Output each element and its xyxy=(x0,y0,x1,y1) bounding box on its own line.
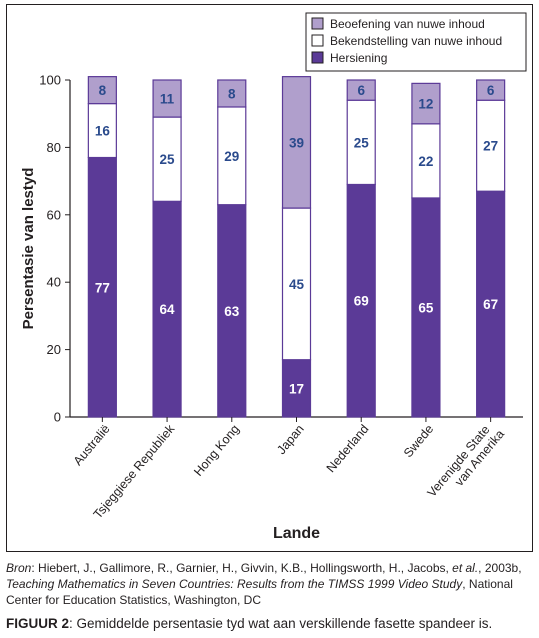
bar-segment xyxy=(476,79,506,101)
data-label: 27 xyxy=(483,139,498,154)
bar-segment xyxy=(87,102,117,159)
data-label: 6 xyxy=(487,83,495,98)
y-tick-label: 40 xyxy=(47,275,61,290)
data-label: 69 xyxy=(354,294,369,309)
legend-box xyxy=(305,12,527,72)
data-label: 77 xyxy=(95,280,110,295)
bar-segment xyxy=(476,190,506,418)
y-tick-label: 20 xyxy=(47,342,61,357)
legend-label: Beoefening van nuwe inhoud xyxy=(330,17,485,31)
legend-swatch xyxy=(311,34,324,47)
stacked-bar-chart: 02040608010077168Australië642511Tsjeggie… xyxy=(20,12,527,542)
legend-label: Bekendstelling van nuwe inhoud xyxy=(330,34,502,48)
legend-label: Hersiening xyxy=(330,51,387,65)
y-tick-label: 80 xyxy=(47,140,61,155)
bar-segment xyxy=(411,82,441,125)
data-label: 29 xyxy=(224,149,239,164)
data-label: 25 xyxy=(354,135,370,150)
bar-segment xyxy=(217,79,247,108)
figure-caption: FIGUUR 2: Gemiddelde persentasie tyd wat… xyxy=(6,615,533,633)
y-axis-label: Persentasie van lestyd xyxy=(20,168,37,330)
x-tick-label: Verenigde Statevan Amerika xyxy=(425,418,508,509)
x-tick-label: Japan xyxy=(274,422,307,457)
data-label: 12 xyxy=(418,97,433,112)
source-etal: et al. xyxy=(452,561,479,575)
source-prefix: Bron xyxy=(6,561,32,575)
x-tick-label: Swede xyxy=(401,422,436,460)
bar-segment xyxy=(217,106,247,206)
y-tick-label: 100 xyxy=(39,73,61,88)
data-label: 6 xyxy=(357,83,365,98)
bar-segment xyxy=(411,123,441,199)
data-label: 11 xyxy=(160,92,175,107)
bar-segment xyxy=(346,99,376,186)
bar-segment xyxy=(87,76,117,105)
data-label: 39 xyxy=(289,135,304,150)
bar-segment xyxy=(476,99,506,192)
bar-segment xyxy=(346,79,376,101)
data-label: 17 xyxy=(289,381,304,396)
x-axis-label: Lande xyxy=(273,525,320,542)
bar-segment xyxy=(346,183,376,418)
source-text-2: , 2003b, xyxy=(478,561,522,575)
bar-segment xyxy=(281,76,312,209)
bar-segment xyxy=(281,359,312,418)
x-tick-label: Hong Kong xyxy=(191,422,242,479)
x-tick-label: Nederland xyxy=(324,422,372,475)
data-label: 25 xyxy=(160,152,176,167)
data-label: 67 xyxy=(483,297,498,312)
source-text: : Hiebert, J., Gallimore, R., Garnier, H… xyxy=(31,561,453,575)
x-tick-label: Australië xyxy=(71,422,113,468)
source-note: Bron: Hiebert, J., Gallimore, R., Garnie… xyxy=(6,560,533,608)
y-tick-label: 0 xyxy=(54,410,61,425)
y-tick-label: 60 xyxy=(47,207,61,222)
source-title: Teaching Mathematics in Seven Countries:… xyxy=(6,577,463,591)
data-label: 16 xyxy=(95,124,111,139)
bar-segment xyxy=(281,207,312,361)
caption-text: : Gemiddelde persentasie tyd wat aan ver… xyxy=(69,616,493,631)
caption-label: FIGUUR 2 xyxy=(6,616,70,631)
data-label: 22 xyxy=(418,154,433,169)
data-label: 65 xyxy=(418,300,434,315)
legend-swatch xyxy=(311,17,324,30)
source-text-3: , National Center for Education Statisti… xyxy=(6,577,513,607)
bar-segment xyxy=(87,156,117,418)
data-label: 63 xyxy=(224,304,240,319)
bar-segment xyxy=(217,204,247,418)
data-label: 8 xyxy=(228,86,236,101)
legend-swatch xyxy=(311,51,324,64)
data-label: 8 xyxy=(99,83,107,98)
chart-frame: 0 20 40 60 80 100 77 16 8 Australië 64 25 11 Tsjeggie… xyxy=(6,4,533,552)
bar-segment xyxy=(152,79,182,118)
data-label: 45 xyxy=(289,277,305,292)
data-label: 64 xyxy=(160,302,176,317)
